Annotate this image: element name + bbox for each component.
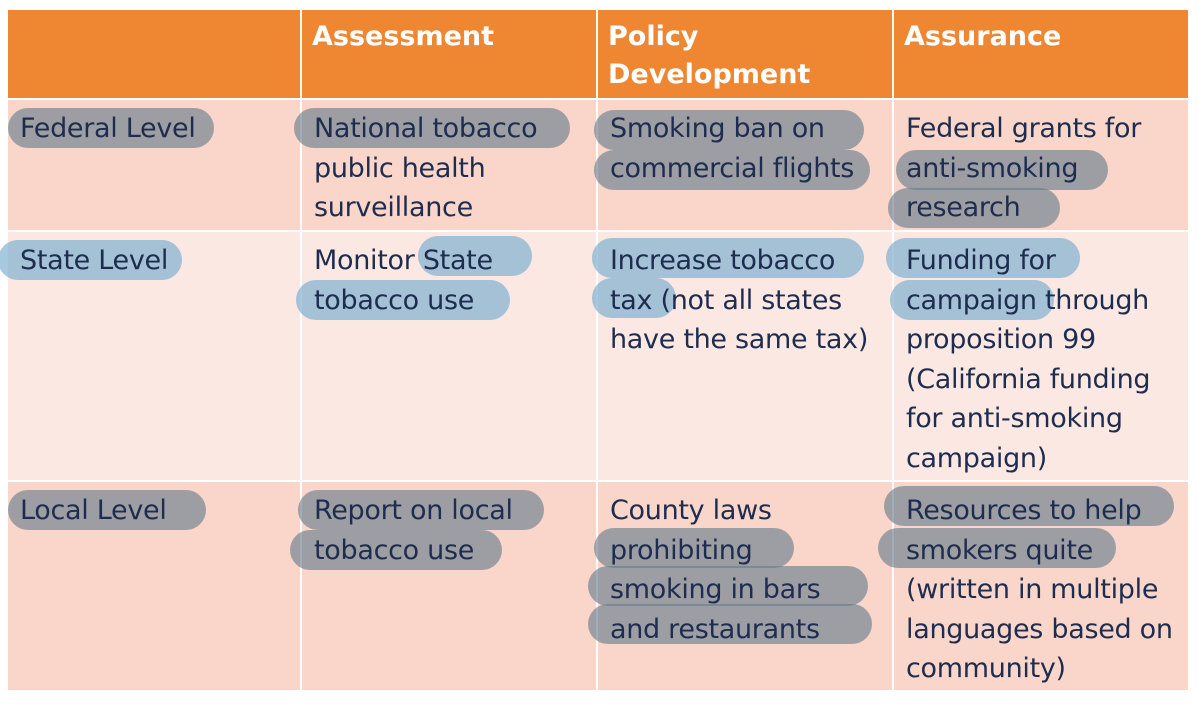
cell-local-policy: County laws prohibiting smoking in bars … <box>588 480 894 692</box>
cell-local-level: Local Level <box>6 480 302 692</box>
table-row-federal: Federal Level National tobacco public he… <box>6 98 1190 232</box>
table-row-state: State Level Monitor State tobacco use In… <box>0 230 1190 482</box>
cell-local-assessment: Report on local tobacco use <box>290 480 598 692</box>
header-policy-development: Policy Development <box>596 8 894 100</box>
cell-local-assurance: Resources to help smokers quite (written… <box>878 480 1190 692</box>
table-row-local: Local Level Report on local tobacco use … <box>6 480 1190 692</box>
cell-state-assurance: Funding for campaign through proposition… <box>886 230 1190 482</box>
cell-federal-level: Federal Level <box>6 98 302 232</box>
header-assurance: Assurance <box>892 8 1190 100</box>
header-corner <box>6 8 302 100</box>
cell-federal-assurance: Federal grants for anti-smoking research <box>888 98 1190 232</box>
cell-state-assessment: Monitor State tobacco use <box>296 230 598 482</box>
cell-federal-policy: Smoking ban on commercial flights <box>594 98 894 232</box>
cell-federal-assessment: National tobacco public health surveilla… <box>294 98 598 232</box>
header-assessment: Assessment <box>300 8 598 100</box>
cell-state-policy: Increase tobacco tax (not all states hav… <box>592 230 894 482</box>
public-health-table: Assessment Policy Development Assurance … <box>0 8 1190 692</box>
header-row: Assessment Policy Development Assurance <box>6 8 1190 100</box>
cell-state-level: State Level <box>0 230 302 482</box>
